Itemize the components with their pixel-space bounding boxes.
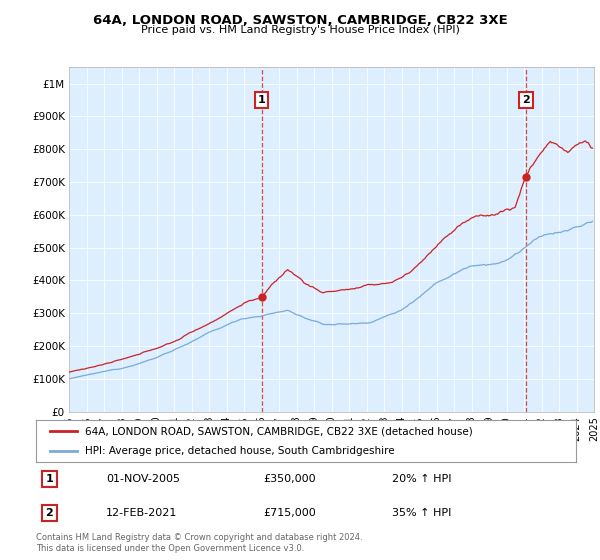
Text: 1: 1 <box>257 95 265 105</box>
Text: 1: 1 <box>46 474 53 484</box>
Text: 2: 2 <box>46 508 53 518</box>
Text: Price paid vs. HM Land Registry's House Price Index (HPI): Price paid vs. HM Land Registry's House … <box>140 25 460 35</box>
Text: Contains HM Land Registry data © Crown copyright and database right 2024.
This d: Contains HM Land Registry data © Crown c… <box>36 533 362 553</box>
Text: £350,000: £350,000 <box>263 474 316 484</box>
Text: 20% ↑ HPI: 20% ↑ HPI <box>392 474 452 484</box>
Text: £715,000: £715,000 <box>263 508 316 518</box>
Text: HPI: Average price, detached house, South Cambridgeshire: HPI: Average price, detached house, Sout… <box>85 446 394 456</box>
Text: 12-FEB-2021: 12-FEB-2021 <box>106 508 178 518</box>
Text: 35% ↑ HPI: 35% ↑ HPI <box>392 508 452 518</box>
Text: 01-NOV-2005: 01-NOV-2005 <box>106 474 180 484</box>
Text: 64A, LONDON ROAD, SAWSTON, CAMBRIDGE, CB22 3XE: 64A, LONDON ROAD, SAWSTON, CAMBRIDGE, CB… <box>92 14 508 27</box>
Text: 2: 2 <box>522 95 530 105</box>
Text: 64A, LONDON ROAD, SAWSTON, CAMBRIDGE, CB22 3XE (detached house): 64A, LONDON ROAD, SAWSTON, CAMBRIDGE, CB… <box>85 426 472 436</box>
